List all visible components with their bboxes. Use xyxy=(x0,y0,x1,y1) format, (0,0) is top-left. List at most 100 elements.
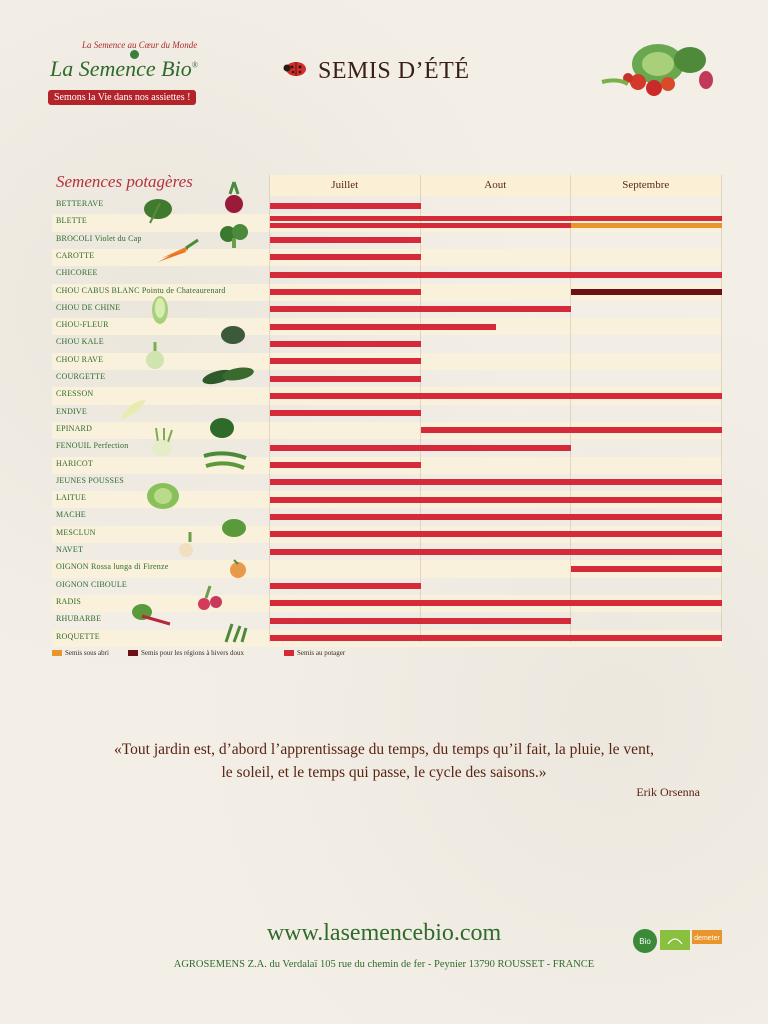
vegetable-name: CHOU DE CHINE xyxy=(56,302,121,312)
vegetable-label: CHOU RAVE xyxy=(56,355,103,364)
sowing-bar-potager xyxy=(270,358,421,365)
column-divider xyxy=(720,175,722,642)
bio-cert-label: Bio xyxy=(639,937,651,946)
beetroot-icon xyxy=(225,181,243,213)
vegetable-label: CAROTTE xyxy=(56,251,94,260)
vegetable-name: OIGNON xyxy=(56,562,89,572)
sowing-bar-potager xyxy=(270,237,421,244)
vegetable-label: NAVET xyxy=(56,545,83,554)
table-row: COURGETTE xyxy=(52,370,722,387)
logo-tagline: La Semence au Cœur du Monde xyxy=(82,40,198,50)
spinach-icon xyxy=(210,418,234,438)
vegetable-name: NAVET xyxy=(56,545,84,554)
vegetable-variety: Violet du Cap xyxy=(94,233,142,243)
vegetable-label: RHUBARBE xyxy=(56,614,101,623)
month-header-2: Septembre xyxy=(571,175,721,196)
sowing-bar-potager xyxy=(270,375,421,382)
month-header-1: Aout xyxy=(420,175,570,196)
website-link[interactable]: www.lasemencebio.com xyxy=(266,920,502,946)
vegetable-name: BROCOLI xyxy=(56,233,93,243)
vegetable-label: BETTERAVE xyxy=(56,199,103,208)
logo-name-text: La Semence Bio xyxy=(50,56,192,81)
table-row: OIGNON Rossa lunga di Firenze xyxy=(52,560,722,578)
vegetable-name: COURGETTE xyxy=(56,372,106,381)
turnip-icon xyxy=(179,532,193,557)
carrot-icon xyxy=(158,238,199,262)
table-row: RHUBARBE xyxy=(52,612,722,629)
quote-line-1: «Tout jardin est, d’abord l’apprentissag… xyxy=(114,741,654,758)
bio-cert-icon: Bio xyxy=(633,929,657,953)
sowing-bar-potager xyxy=(270,600,722,607)
arugula-icon xyxy=(224,623,248,643)
quote-author: Erik Orsenna xyxy=(636,785,700,799)
sowing-bar-potager xyxy=(270,202,421,209)
vegetable-label: CRESSON xyxy=(56,389,93,398)
vegetable-name: BLETTE xyxy=(56,216,87,226)
sowing-bar-potager xyxy=(270,340,421,347)
vegetable-label: BLETTE xyxy=(56,216,87,225)
logo-registered-mark: ® xyxy=(191,60,198,70)
table-row: CHOU DE CHINE xyxy=(52,301,722,318)
vegetable-name: JEUNES POUSSES xyxy=(56,475,124,485)
sowing-bar-potager xyxy=(270,617,571,624)
vegetable-label: JEUNES POUSSES xyxy=(56,476,124,485)
legend-label: Semis au potager xyxy=(297,649,346,657)
endive-icon xyxy=(120,400,146,420)
sowing-bar-potager xyxy=(420,427,722,434)
table-row: BROCOLI Violet du Cap xyxy=(52,232,722,249)
quote-line-2: le soleil, et le temps qui passe, le cyc… xyxy=(221,764,547,781)
vegetable-name: CHOU-FLEUR xyxy=(56,320,109,330)
vegetable-label: CHOU CABUS BLANC Pointu de Chateaurenard xyxy=(56,286,226,295)
legend-label: Semis pour les régions à hivers doux xyxy=(141,649,245,657)
table-row: OIGNON CIBOULE xyxy=(52,578,722,595)
page-title: SEMIS D’ÉTÉ xyxy=(318,58,470,84)
vegetable-label: CHICOREE xyxy=(56,268,98,277)
rhubarb-icon xyxy=(132,604,171,626)
demeter-icon: demeter xyxy=(692,930,722,944)
vegetable-name: ENDIVE xyxy=(56,406,87,416)
vegetable-basket-icon xyxy=(601,44,713,96)
table-row: BETTERAVE xyxy=(52,197,722,214)
vegetable-name: LAITUE xyxy=(56,493,87,503)
vegetable-label: LAITUE xyxy=(56,493,86,502)
logo-name: La Semence Bio® xyxy=(50,56,198,82)
legend-item: Semis au potager xyxy=(284,649,345,657)
legend-swatch xyxy=(284,650,294,657)
vegetable-label: CHOU KALE xyxy=(56,337,104,346)
table-row: CHICOREE xyxy=(52,266,722,283)
vegetable-label: EPINARD xyxy=(56,424,92,433)
column-divider xyxy=(269,175,270,642)
onion-icon xyxy=(230,559,246,578)
sowing-bar-potager xyxy=(270,548,722,555)
table-row: JEUNES POUSSES xyxy=(52,474,722,491)
sowing-bar-potager xyxy=(270,216,722,222)
vegetable-label: RADIS xyxy=(56,597,81,606)
broccoli-icon xyxy=(220,224,248,248)
sowing-bar-potager xyxy=(270,583,421,590)
sowing-bar-potager xyxy=(270,254,421,261)
company-address: AGROSEMENS Z.A. du Verdalaï 105 rue du c… xyxy=(173,959,595,970)
fennel-icon xyxy=(152,427,173,456)
ladybug-icon xyxy=(283,62,306,76)
logo-globe-icon xyxy=(130,50,139,59)
section-title: Semences potagères xyxy=(56,172,193,191)
vegetable-name: OIGNON CIBOULE xyxy=(56,579,128,589)
vegetable-name: MESCLUN xyxy=(56,527,96,537)
zucchini-icon xyxy=(202,367,254,385)
vegetable-label: MESCLUN xyxy=(56,528,96,537)
sowing-bar-potager xyxy=(270,462,421,468)
vegetable-name: BETTERAVE xyxy=(56,199,104,208)
column-divider xyxy=(419,175,421,642)
vegetable-variety: Rossa lunga di Firenze xyxy=(90,562,169,572)
sowing-bar-potager xyxy=(270,635,722,641)
sowing-bar-potager xyxy=(270,289,421,295)
sowing-bar-potager xyxy=(270,479,722,486)
vegetable-label: OIGNON CIBOULE xyxy=(56,580,127,589)
logo-slogan: Semons la Vie dans nos assiettes ! xyxy=(48,90,197,105)
sowing-bar-potager xyxy=(571,565,722,572)
vegetable-name: CAROTTE xyxy=(56,250,95,260)
vegetable-name: CHOU RAVE xyxy=(56,354,104,364)
sowing-bar-potager xyxy=(270,271,722,278)
vegetable-name: CHICOREE xyxy=(56,268,98,278)
sowing-bar-potager xyxy=(270,392,722,399)
